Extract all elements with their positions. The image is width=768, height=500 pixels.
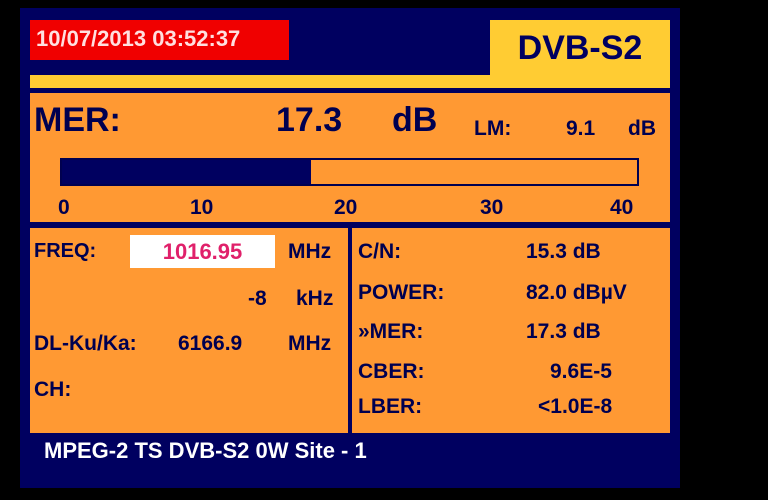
tick-label: 0 [58, 196, 70, 219]
tick-label: 40 [610, 196, 634, 219]
mer-bar-fill [62, 160, 311, 184]
freq-label: FREQ: [34, 240, 97, 262]
dl-label: DL-Ku/Ka: [34, 332, 137, 355]
power-label: POWER: [358, 281, 445, 304]
lber-label: LBER: [358, 395, 423, 418]
freq-input[interactable]: 1016.95 [130, 235, 275, 268]
offset-value: -8 [248, 287, 267, 310]
cber-label: CBER: [358, 360, 425, 383]
mer-unit: dB [392, 101, 438, 139]
lm-unit: dB [628, 117, 656, 140]
frequency-panel: FREQ: 1016.95 MHz -8 kHz DL-Ku/Ka: 6166.… [30, 228, 348, 433]
lm-value: 9.1 [566, 117, 596, 140]
datetime: 10/07/2013 03:52:37 [30, 20, 289, 60]
tick-label: 30 [480, 196, 504, 219]
cn-value: 15.3 dB [526, 240, 601, 263]
mode-tab[interactable]: DVB-S2 [490, 20, 670, 88]
cn-label: C/N: [358, 240, 402, 263]
mer2-value: 17.3 dB [526, 320, 601, 343]
dl-value: 6166.9 [178, 332, 243, 355]
tick-label: 10 [190, 196, 214, 219]
ch-label: CH: [34, 378, 72, 401]
measurements-panel: C/N: 15.3 dB POWER: 82.0 dBµV »MER: 17.3… [352, 228, 670, 433]
lm-label: LM: [474, 117, 512, 140]
power-value: 82.0 dBµV [526, 281, 627, 304]
service-info: MPEG-2 TS DVB-S2 0W Site - 1 [44, 438, 367, 463]
mer2-label: »MER: [358, 320, 424, 343]
mer-panel: MER: 17.3 dB LM: 9.1 dB 0 10 20 30 40 [30, 93, 670, 222]
cber-value: 9.6E-5 [550, 360, 612, 383]
mer-label: MER: [34, 101, 121, 139]
dl-unit: MHz [288, 332, 332, 355]
mer-bar [60, 158, 639, 186]
tick-label: 20 [334, 196, 358, 219]
offset-unit: kHz [296, 287, 334, 310]
mer-value: 17.3 [276, 101, 343, 139]
freq-unit: MHz [288, 240, 332, 263]
lber-value: <1.0E-8 [538, 395, 613, 418]
